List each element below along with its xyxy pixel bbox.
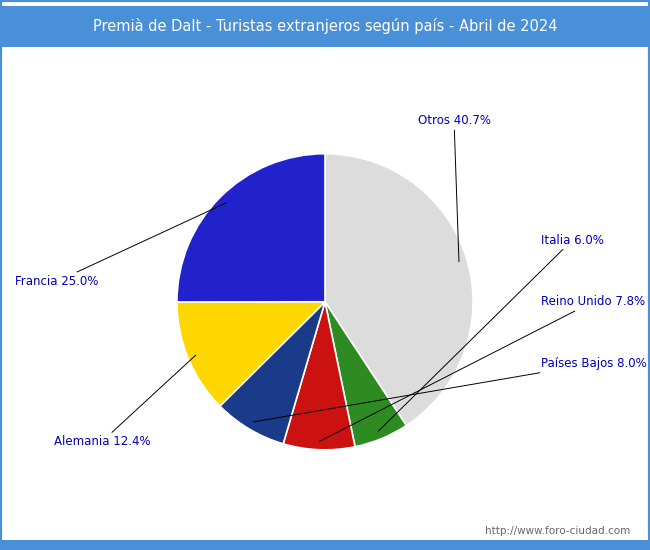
Text: Italia 6.0%: Italia 6.0%: [378, 234, 604, 431]
Text: Países Bajos 8.0%: Países Bajos 8.0%: [254, 357, 647, 422]
Text: Francia 25.0%: Francia 25.0%: [16, 203, 226, 288]
Text: Otros 40.7%: Otros 40.7%: [417, 114, 491, 262]
Text: Alemania 12.4%: Alemania 12.4%: [53, 355, 196, 448]
Wedge shape: [177, 302, 325, 406]
Text: Reino Unido 7.8%: Reino Unido 7.8%: [319, 295, 645, 442]
Wedge shape: [325, 302, 406, 447]
Wedge shape: [283, 302, 355, 450]
Text: http://www.foro-ciudad.com: http://www.foro-ciudad.com: [486, 526, 630, 536]
Text: Premià de Dalt - Turistas extranjeros según país - Abril de 2024: Premià de Dalt - Turistas extranjeros se…: [93, 18, 557, 34]
Wedge shape: [325, 153, 473, 426]
Wedge shape: [177, 153, 325, 302]
Wedge shape: [220, 302, 325, 444]
